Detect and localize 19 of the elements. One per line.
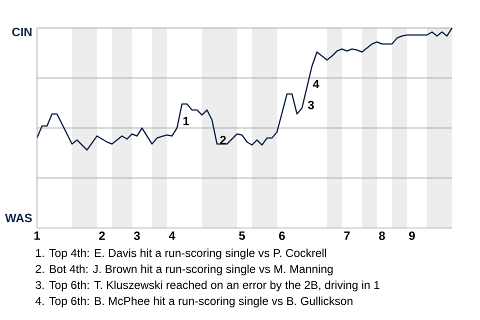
text: CIN [12, 28, 32, 36]
annotation: 1 [183, 116, 189, 126]
x-tick-label: 8 [379, 232, 385, 240]
text: 4. Top 6th: B. McPhee hit a run-scoring single vs B. Gullickson [35, 296, 352, 308]
x-tick-label: 2 [99, 232, 105, 240]
annotation: 2 [220, 136, 226, 144]
text: 3. Top 6th: T. Kluszewski reached on an error by the 2B, driving in 1 [36, 280, 380, 292]
x-tick-label: 5 [239, 232, 245, 240]
x-tick-label: 9 [409, 232, 415, 240]
annotation: 3 [308, 100, 314, 110]
x-tick-label: 4 [168, 232, 176, 240]
x-tick-label: 1 [34, 232, 40, 240]
text: WAS [5, 214, 32, 222]
x-tick-label: 7 [344, 232, 350, 240]
annotation: 4 [312, 80, 320, 88]
text: 1. Top 4th: E. Davis hit a run-scoring single vs P. Cockrell [36, 248, 326, 260]
x-tick-label: 3 [134, 232, 140, 240]
text: 2. Bot 4th: J. Brown hit a run-scoring single vs M. Manning [36, 264, 333, 276]
x-tick-label: 6 [279, 232, 285, 240]
